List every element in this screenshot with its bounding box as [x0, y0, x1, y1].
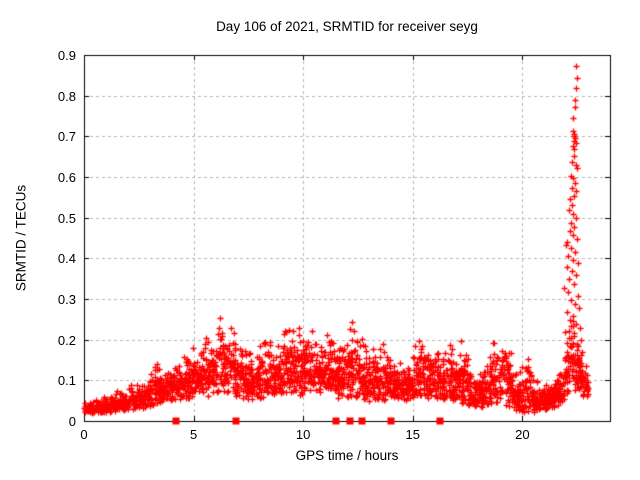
y-tick-label: 0.3 — [57, 292, 76, 307]
y-tick-label: 0.2 — [57, 332, 76, 348]
y-tick-label: 0.7 — [57, 129, 76, 145]
x-tick-label: 0 — [80, 427, 88, 442]
chart-title: Day 106 of 2021, SRMTID for receiver sey… — [216, 19, 478, 34]
x-tick-label: 15 — [405, 427, 420, 442]
y-tick-label: 0.1 — [57, 373, 76, 389]
y-tick-label: 0 — [68, 414, 76, 429]
y-tick-label: 0.4 — [57, 251, 76, 267]
x-axis-label: GPS time / hours — [295, 448, 399, 463]
y-tick-label: 0.5 — [57, 210, 76, 226]
y-axis-label: SRMTID / TECUs — [13, 184, 29, 292]
y-tick-label: 0.9 — [57, 48, 76, 63]
y-tick-label: 0.6 — [57, 170, 76, 185]
x-tick-label: 10 — [295, 427, 311, 442]
y-tick-label: 0.8 — [57, 88, 76, 104]
x-tick-label: 5 — [189, 427, 198, 442]
x-tick-label: 20 — [515, 427, 530, 442]
